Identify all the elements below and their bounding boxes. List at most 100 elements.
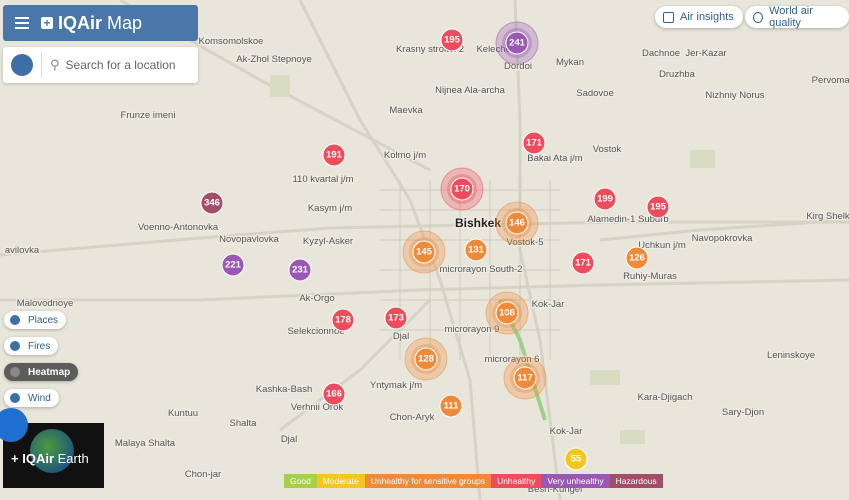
place-label: Kashka-Bash [256,384,313,395]
place-label: Sadovoe [576,88,614,99]
marker-dot [288,258,312,282]
station-marker[interactable]: 191 [322,143,346,167]
marker-dot [412,240,436,264]
aqi-value: 191 [326,150,343,161]
station-marker[interactable]: 171 [571,251,595,275]
station-marker[interactable]: 55 [564,447,588,471]
place-label: Jer-Kazar [685,48,726,59]
station-marker[interactable]: 128 [404,337,448,381]
station-marker[interactable]: 178 [331,308,355,332]
station-marker[interactable]: 166 [322,382,346,406]
aqi-value: 241 [509,38,526,49]
aqi-value: 108 [499,308,515,319]
marker-dot [464,238,488,262]
logo-text: IQAir [58,12,103,33]
marker-dot [322,382,346,406]
station-marker[interactable]: 195 [440,28,464,52]
place-label: 110 kvartal j/m [292,174,353,185]
world-air-quality-button[interactable]: World air quality [745,5,849,29]
place-label: Maevka [389,105,423,116]
station-marker[interactable]: 146 [495,201,539,245]
place-label: Djal [281,434,297,445]
accessibility-button[interactable] [0,408,28,442]
station-marker[interactable]: 199 [593,187,617,211]
place-label: Pervomay [812,75,849,86]
station-marker[interactable]: 145 [402,230,446,274]
layer-places[interactable]: Places [4,311,67,329]
search-placeholder: Search for a location [65,58,176,72]
place-label: Djal [393,331,409,342]
marker-dot [440,28,464,52]
place-label: Ruhiy-Muras [623,271,677,282]
station-marker[interactable]: 126 [625,246,649,270]
legend-item: Moderate [316,474,365,488]
place-label: avilovka [5,245,40,256]
stations: 195 241 171 191 170 346 146 199 195 145 131 171 126 2… [200,21,670,471]
aqi-value: 178 [335,315,351,326]
place-label: Leninskoye [767,350,815,361]
app-header: + IQAir Map [3,5,198,41]
station-marker[interactable]: 171 [522,131,546,155]
place-label: Vostok [593,144,622,155]
aqi-value: 346 [204,198,220,209]
layer-wind[interactable]: Wind [4,389,59,407]
city-label: Bishkek [455,216,501,230]
marker-dot [513,366,537,390]
layer-label: Wind [28,392,51,404]
aqi-value: 55 [571,454,582,465]
station-marker[interactable]: 231 [288,258,312,282]
station-marker[interactable]: 346 [200,191,224,215]
aqi-value: 111 [444,401,460,412]
earth-logo-text: IQAir [22,451,55,466]
aqi-legend: Good Moderate Unhealthy for sensitive grou… [284,474,663,488]
station-marker[interactable]: 170 [440,167,484,211]
place-label: Kuntuu [168,408,198,419]
search-box[interactable]: ⚲ Search for a location [3,47,198,83]
legend-item: Unhealthy for sensitive groups [364,474,492,488]
place-label: microrayon 6 [485,354,540,365]
layer-heatmap[interactable]: Heatmap [4,363,79,381]
place-label: Kasym j/m [308,203,352,214]
marker-dot [439,394,463,418]
aqi-value: 146 [509,218,525,229]
place-label: Alamedin-1 Suburb [587,214,668,225]
place-label: Druzhba [659,69,696,80]
station-marker[interactable]: 111 [439,394,463,418]
place-label: Shalta [230,418,258,429]
place-label: Selekcionnoe [287,326,344,337]
place-label: Novopavlovka [219,234,279,245]
station-marker[interactable]: 117 [503,356,547,400]
place-label: Komsomolskoe [199,36,264,47]
legend-item: Unhealthy [491,474,542,488]
place-label: Ak-Zhol Stepnoye [236,54,312,65]
station-marker[interactable]: 173 [384,306,408,330]
marker-dot [646,195,670,219]
marker-dot [221,253,245,277]
locate-button[interactable] [11,54,33,76]
place-label: Nizhniy Norus [705,90,764,101]
marker-dot [495,301,519,325]
place-label: microrayon 9 [445,324,500,335]
layer-label: Fires [28,340,51,352]
aqi-value: 166 [326,389,342,400]
station-marker[interactable]: 131 [464,238,488,262]
place-label: Malaya Shalta [115,438,176,449]
aqi-value: 170 [454,184,470,195]
air-insights-button[interactable]: Air insights [655,6,743,28]
place-label: Kok-Jar [532,299,565,310]
logo-app: Map [107,12,143,33]
station-marker[interactable]: 108 [485,291,529,335]
legend-item: Very unhealthy [541,474,610,488]
aqi-value: 199 [597,194,613,205]
station-marker[interactable]: 221 [221,253,245,277]
station-marker[interactable]: 195 [646,195,670,219]
layer-fires[interactable]: Fires [4,337,59,355]
separator [41,52,42,78]
marker-dot [564,447,588,471]
legend-item: Hazardous [609,474,663,488]
station-marker[interactable]: 241 [495,21,539,65]
place-label: Uchkun j/m [638,240,686,251]
menu-button[interactable] [15,14,29,32]
